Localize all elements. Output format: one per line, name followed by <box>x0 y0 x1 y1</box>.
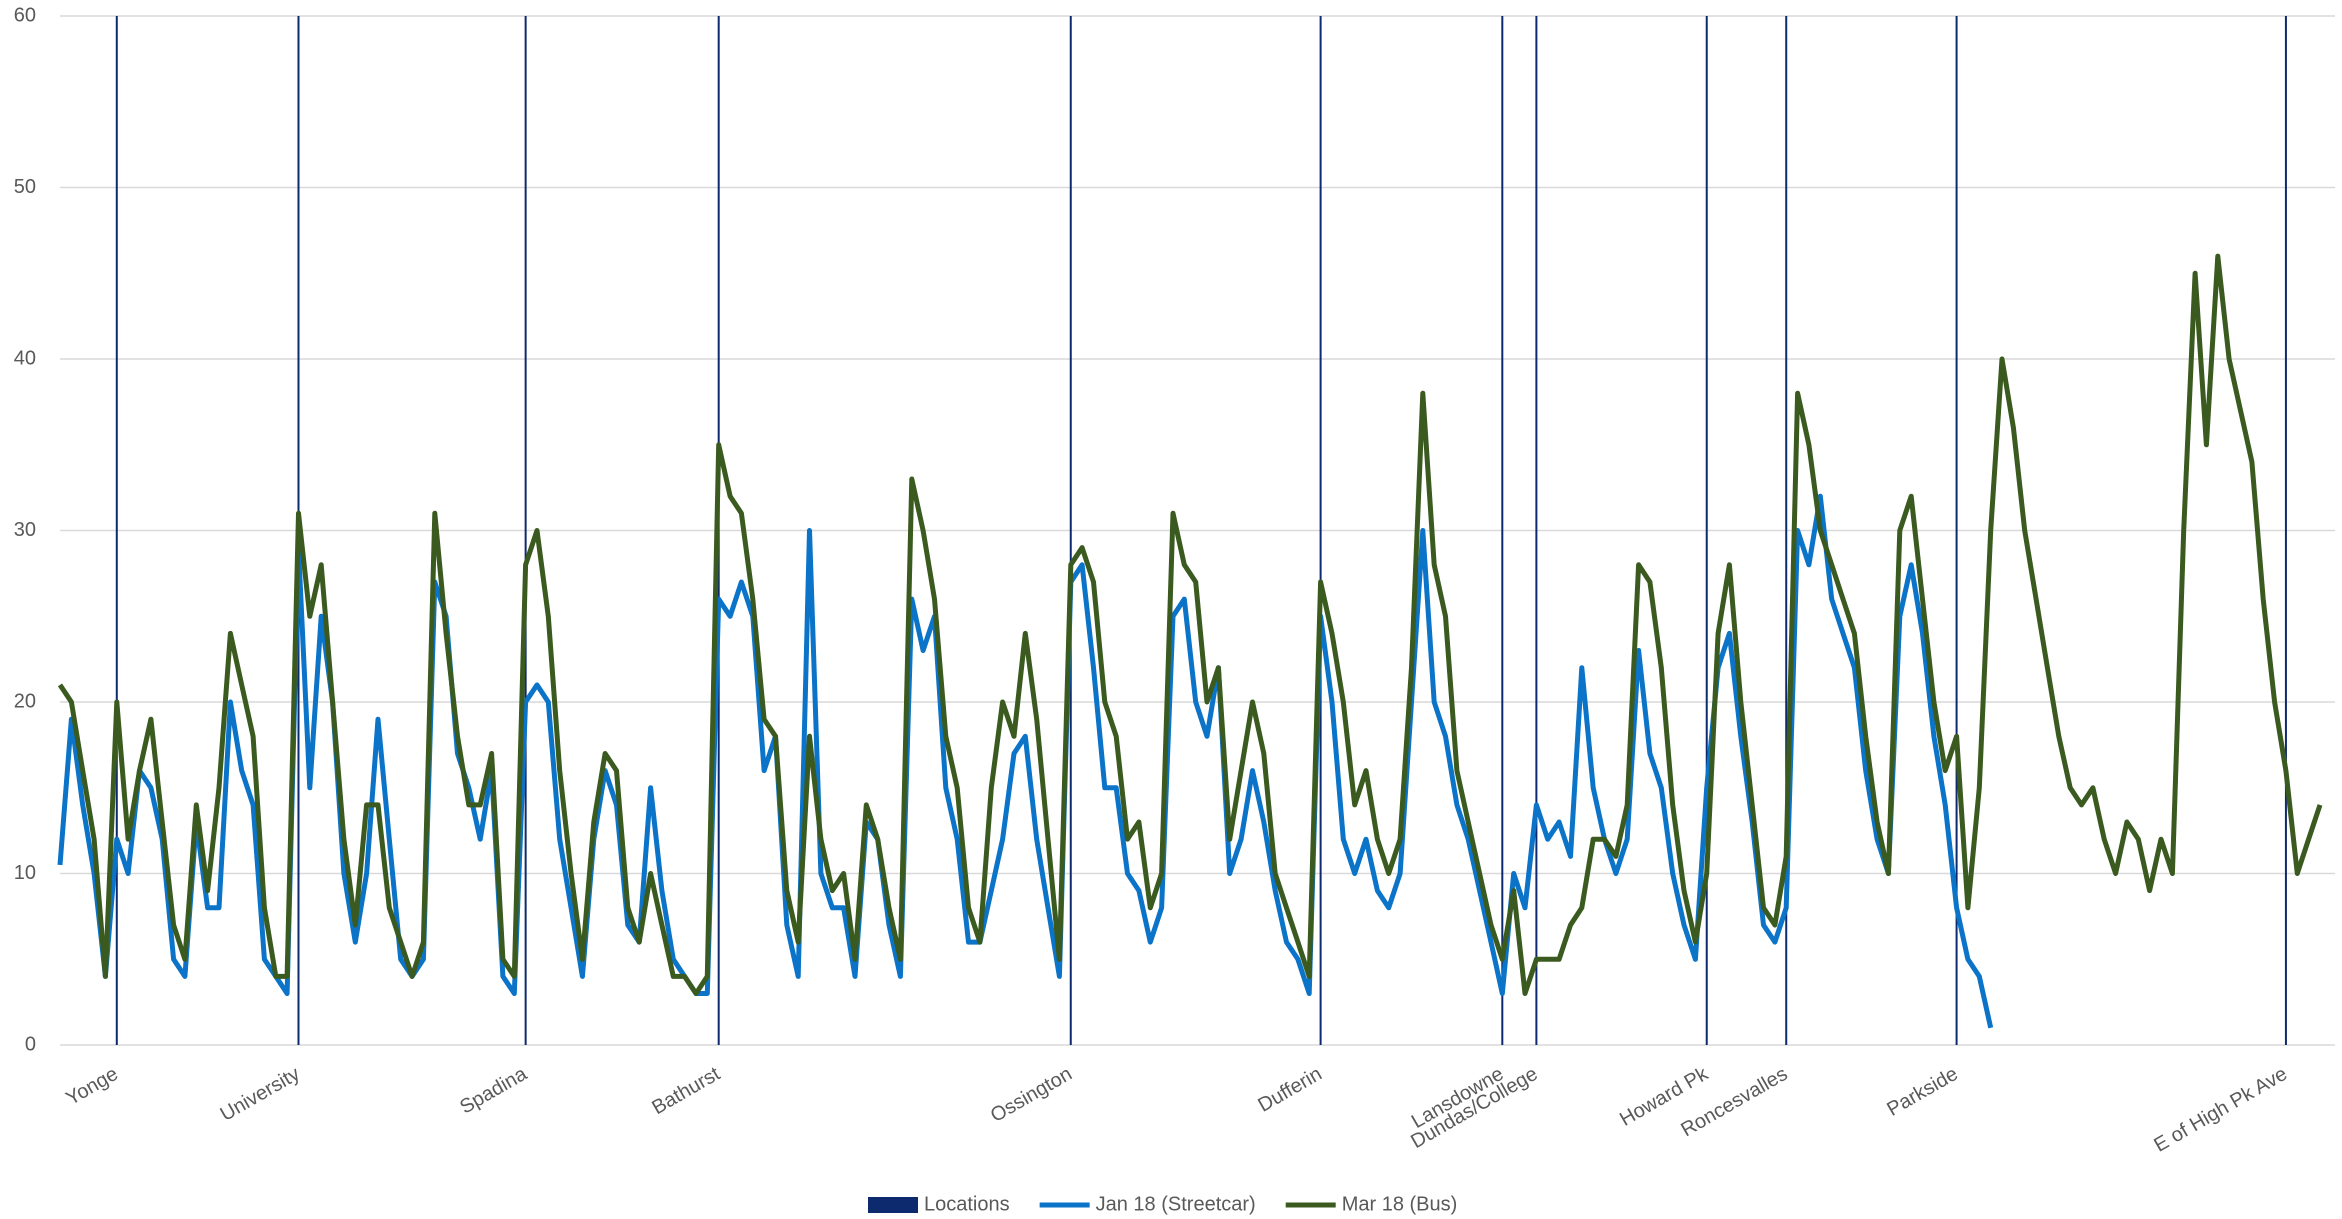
series-line <box>57 493 1994 1029</box>
x-tick-label: Dufferin <box>1254 1063 1325 1117</box>
location-bar <box>1535 16 1538 1045</box>
y-tick-label: 10 <box>14 862 36 884</box>
legend-label: Locations <box>924 1193 1010 1215</box>
y-tick-label: 20 <box>14 690 36 712</box>
x-tick-label: Spadina <box>456 1062 531 1118</box>
x-tick-label: E of High Pk Ave <box>2150 1063 2291 1157</box>
x-tick-label: Parkside <box>1883 1063 1961 1121</box>
y-tick-label: 0 <box>25 1033 36 1055</box>
y-tick-label: 30 <box>14 519 36 541</box>
location-bar <box>1319 16 1322 1045</box>
y-tick-label: 60 <box>14 4 36 26</box>
x-tick-label: University <box>217 1063 304 1126</box>
legend-swatch <box>868 1197 918 1213</box>
y-tick-label: 40 <box>14 347 36 369</box>
location-bar <box>115 16 118 1045</box>
x-tick-label: Yonge <box>62 1063 121 1110</box>
location-bar <box>1785 16 1788 1045</box>
location-bar <box>1955 16 1958 1045</box>
x-tick-label: Ossington <box>987 1063 1076 1127</box>
y-tick-label: 50 <box>14 176 36 198</box>
series-line <box>57 253 2323 996</box>
legend-label: Jan 18 (Streetcar) <box>1096 1193 1256 1215</box>
location-bar <box>1069 16 1072 1045</box>
legend-label: Mar 18 (Bus) <box>1342 1193 1458 1215</box>
location-bar <box>1705 16 1708 1045</box>
location-bar <box>2284 16 2287 1045</box>
x-tick-label: Bathurst <box>648 1063 724 1120</box>
location-bar <box>524 16 527 1045</box>
legend: Locations Jan 18 (Streetcar) Mar 18 (Bus) <box>868 1193 1457 1215</box>
location-bar <box>1501 16 1504 1045</box>
